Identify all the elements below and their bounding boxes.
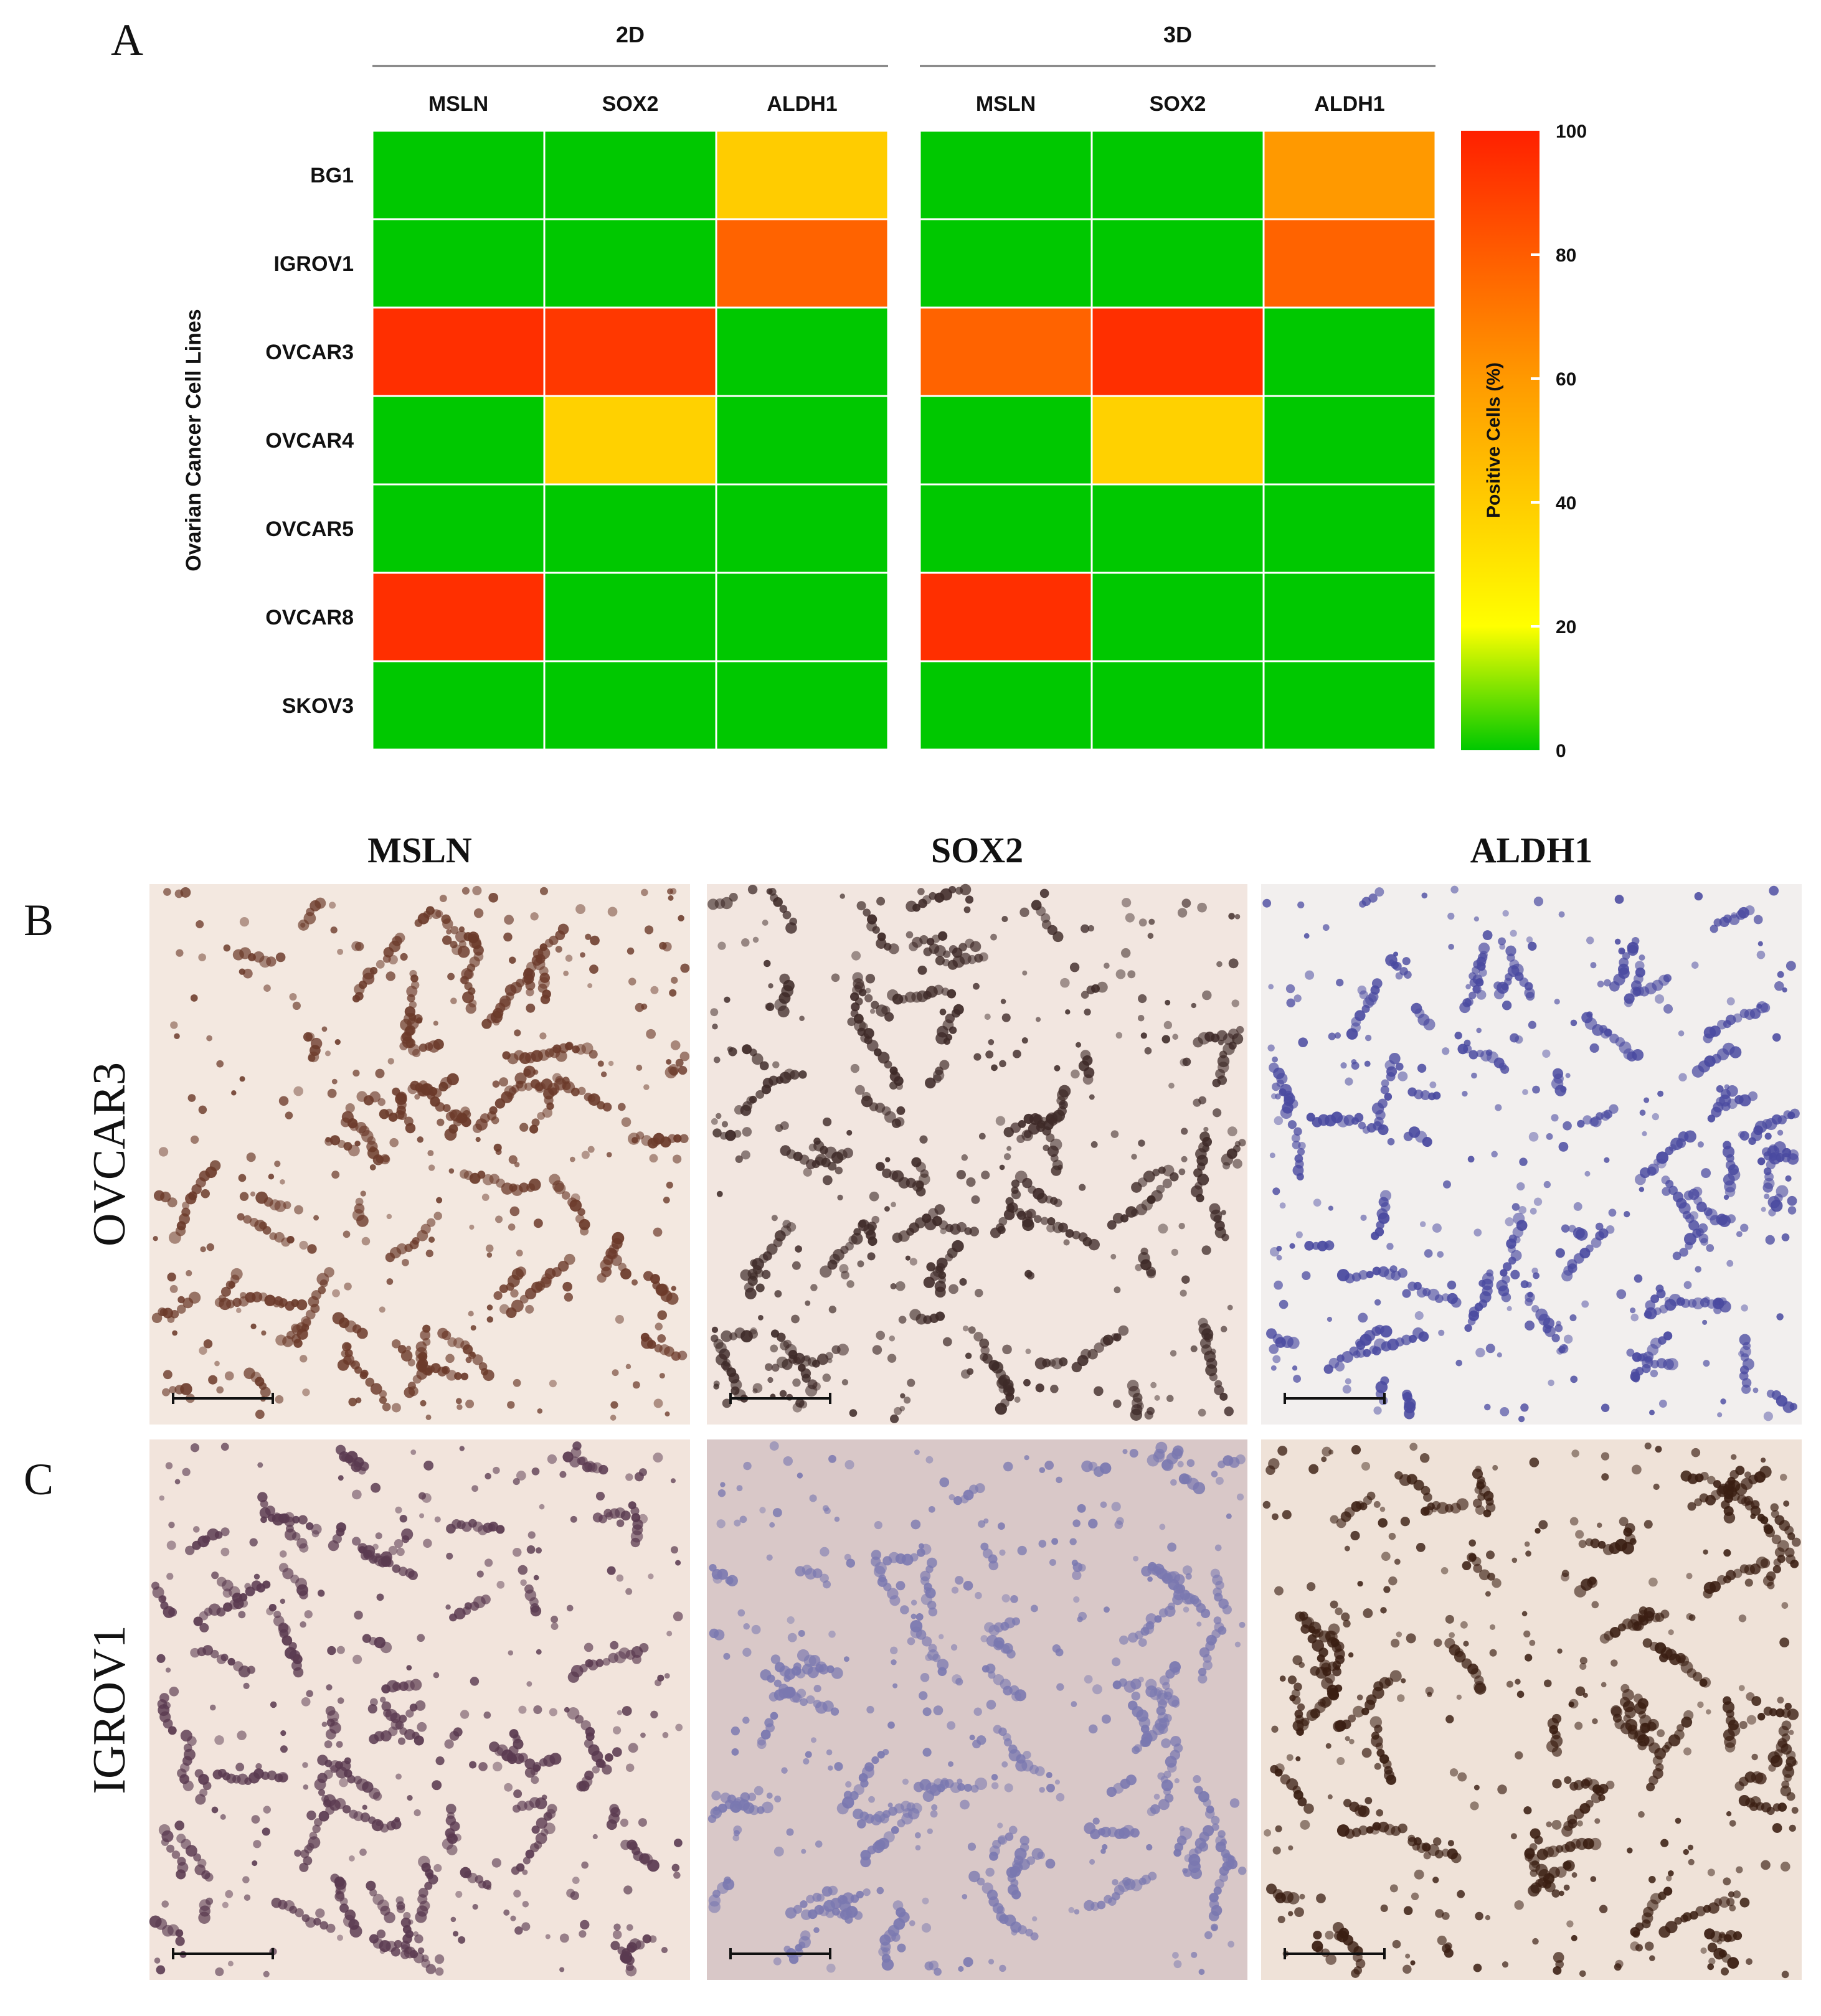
micrograph-igrov1-sox2 (707, 1439, 1247, 1980)
micrograph-column-sox2: SOX2 (931, 830, 1023, 870)
micrograph-igrov1-aldh1 (1261, 1439, 1802, 1980)
heatmap-cell-2d-ovcar5-aldh1 (715, 483, 889, 574)
heatmap-cell-2d-skov3-sox2 (543, 660, 717, 751)
heatmap-cell-2d-skov3-aldh1 (715, 660, 889, 751)
heatmap-panel-a: Ovarian Cancer Cell Lines BG1 IGROV1 OVCAR3… (182, 22, 1437, 751)
group-label-3d: 3D (1163, 22, 1192, 47)
heatmap-cell-2d-ovcar4-aldh1 (715, 395, 889, 486)
micrograph-column-msln: MSLN (367, 830, 472, 870)
heatmap-cell-3d-bg1-sox2 (1090, 130, 1265, 220)
column-label-3d-msln: MSLN (976, 92, 1036, 116)
heatmap-cell-2d-igrov1-msln (371, 218, 546, 309)
heatmap-cell-3d-ovcar3-sox2 (1090, 306, 1265, 397)
heatmap-cell-2d-bg1-aldh1 (715, 130, 889, 220)
row-label-bg1: BG1 (310, 164, 354, 187)
heatmap-cell-3d-skov3-msln (919, 660, 1093, 751)
heatmap-cell-2d-bg1-sox2 (543, 130, 717, 220)
colorbar-tick-label: 40 (1556, 493, 1576, 514)
micrograph-grid: MSLN SOX2 ALDH1 OVCAR3 IGROV1 (84, 830, 1802, 1980)
heatmap-cell-3d-ovcar5-aldh1 (1262, 483, 1437, 574)
panel-letter-a: A (111, 15, 143, 65)
heatmap-cell-3d-ovcar3-aldh1 (1262, 306, 1437, 397)
heatmap-cell-3d-ovcar4-sox2 (1090, 395, 1265, 486)
heatmap-cell-3d-ovcar5-sox2 (1090, 483, 1265, 574)
colorbar-tick-label: 0 (1556, 741, 1566, 761)
column-label-3d-aldh1: ALDH1 (1314, 92, 1384, 116)
heatmap-cell-3d-ovcar5-msln (919, 483, 1093, 574)
heatmap-cell-2d-igrov1-aldh1 (715, 218, 889, 309)
micrograph-ovcar3-msln (149, 884, 690, 1425)
heatmap-cell-2d-skov3-msln (371, 660, 546, 751)
panel-letter-b: B (24, 895, 54, 945)
heatmap-cell-3d-igrov1-aldh1 (1262, 218, 1437, 309)
heatmap-cell-2d-ovcar3-sox2 (543, 306, 717, 397)
panel-letter-c: C (24, 1454, 54, 1504)
heatmap-cell-2d-ovcar5-sox2 (543, 483, 717, 574)
heatmap-cell-3d-ovcar4-msln (919, 395, 1093, 486)
group-label-2d: 2D (616, 22, 645, 47)
heatmap-cell-3d-bg1-aldh1 (1262, 130, 1437, 220)
heatmap-cell-2d-ovcar3-aldh1 (715, 306, 889, 397)
heatmap-cell-3d-ovcar4-aldh1 (1262, 395, 1437, 486)
heatmap-cell-3d-skov3-aldh1 (1262, 660, 1437, 751)
row-label-skov3: SKOV3 (282, 694, 354, 718)
heatmap-cell-3d-ovcar3-msln (919, 306, 1093, 397)
heatmap-cell-3d-ovcar8-msln (919, 572, 1093, 662)
colorbar: Positive Cells (%) 0 20 40 60 80 100 (1461, 121, 1587, 761)
colorbar-tick-label: 100 (1556, 121, 1587, 142)
row-label-ovcar4: OVCAR4 (265, 429, 354, 453)
heatmap-cell-3d-skov3-sox2 (1090, 660, 1265, 751)
heatmap-cell-2d-ovcar3-msln (371, 306, 546, 397)
colorbar-label: Positive Cells (%) (1483, 362, 1504, 518)
heatmap-cell-2d-ovcar8-sox2 (543, 572, 717, 662)
colorbar-tick-label: 80 (1556, 245, 1576, 266)
heatmap-cell-3d-igrov1-msln (919, 218, 1093, 309)
heatmap-cell-2d-bg1-msln (371, 130, 546, 220)
heatmap-cell-3d-bg1-msln (919, 130, 1093, 220)
heatmap-cell-3d-ovcar8-sox2 (1090, 572, 1265, 662)
colorbar-tick-label: 20 (1556, 617, 1576, 638)
column-label-2d-aldh1: ALDH1 (767, 92, 837, 116)
row-label-ovcar3: OVCAR3 (265, 341, 354, 364)
micrograph-ovcar3-aldh1 (1261, 884, 1802, 1425)
heatmap-cell-2d-igrov1-sox2 (543, 218, 717, 309)
micrograph-column-aldh1: ALDH1 (1470, 830, 1593, 870)
heatmap-cell-2d-ovcar5-msln (371, 483, 546, 574)
micrograph-igrov1-msln (149, 1439, 690, 1980)
row-label-igrov1: IGROV1 (274, 252, 354, 276)
column-label-3d-sox2: SOX2 (1150, 92, 1206, 116)
column-label-2d-msln: MSLN (428, 92, 488, 116)
heatmap-cell-2d-ovcar4-msln (371, 395, 546, 486)
row-label-ovcar8: OVCAR8 (265, 606, 354, 629)
heatmap-cell-3d-ovcar8-aldh1 (1262, 572, 1437, 662)
heatmap-cell-2d-ovcar8-aldh1 (715, 572, 889, 662)
colorbar-tick-label: 60 (1556, 369, 1576, 390)
heatmap-cell-3d-igrov1-sox2 (1090, 218, 1265, 309)
heatmap-cell-2d-ovcar4-sox2 (543, 395, 717, 486)
micrograph-ovcar3-sox2 (707, 883, 1247, 1425)
heatmap-cell-2d-ovcar8-msln (371, 572, 546, 662)
micrograph-row-igrov1: IGROV1 (84, 1625, 135, 1794)
row-label-ovcar5: OVCAR5 (265, 517, 354, 541)
y-axis-label: Ovarian Cancer Cell Lines (182, 309, 206, 571)
micrograph-row-ovcar3: OVCAR3 (84, 1062, 135, 1246)
colorbar-gradient (1461, 131, 1540, 750)
column-label-2d-sox2: SOX2 (602, 92, 659, 116)
